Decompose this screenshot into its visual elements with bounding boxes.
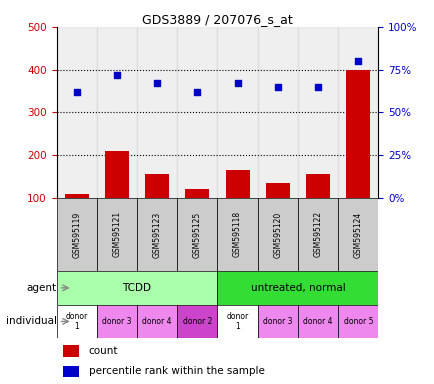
Text: donor 2: donor 2: [182, 317, 212, 326]
Bar: [297, 27, 338, 198]
Bar: [217, 27, 257, 198]
Bar: [297, 305, 338, 338]
Bar: [137, 27, 177, 198]
Point: [194, 89, 201, 95]
Bar: [177, 27, 217, 198]
Bar: [56, 271, 217, 305]
Point: [233, 80, 240, 86]
Bar: [145, 174, 169, 240]
Bar: [96, 198, 137, 271]
Text: donor 5: donor 5: [343, 317, 372, 326]
Text: agent: agent: [26, 283, 56, 293]
Point: [113, 72, 120, 78]
Bar: [137, 198, 177, 271]
Bar: [257, 305, 297, 338]
Bar: [63, 366, 79, 377]
Text: donor 3: donor 3: [102, 317, 132, 326]
Text: GSM595123: GSM595123: [152, 211, 161, 258]
Text: GSM595120: GSM595120: [273, 211, 282, 258]
Bar: [257, 27, 297, 198]
Bar: [105, 151, 128, 240]
Text: GSM595124: GSM595124: [353, 211, 362, 258]
Text: GSM595125: GSM595125: [192, 211, 201, 258]
Text: individual: individual: [6, 316, 56, 326]
Point: [73, 89, 80, 95]
Point: [314, 84, 321, 90]
Bar: [257, 198, 297, 271]
Bar: [338, 27, 378, 198]
Bar: [56, 198, 97, 271]
Bar: [297, 198, 338, 271]
Text: GSM595122: GSM595122: [313, 211, 322, 258]
Text: TCDD: TCDD: [122, 283, 151, 293]
Bar: [137, 305, 177, 338]
Title: GDS3889 / 207076_s_at: GDS3889 / 207076_s_at: [142, 13, 292, 26]
Text: percentile rank within the sample: percentile rank within the sample: [89, 366, 264, 376]
Text: GSM595119: GSM595119: [72, 211, 81, 258]
Bar: [345, 70, 369, 240]
Bar: [177, 305, 217, 338]
Bar: [338, 305, 378, 338]
Text: donor
1: donor 1: [226, 312, 248, 331]
Bar: [225, 170, 249, 240]
Text: untreated, normal: untreated, normal: [250, 283, 345, 293]
Text: GSM595118: GSM595118: [233, 211, 242, 258]
Bar: [56, 305, 97, 338]
Bar: [305, 174, 329, 240]
Bar: [177, 198, 217, 271]
Bar: [56, 27, 97, 198]
Bar: [96, 305, 137, 338]
Bar: [63, 345, 79, 356]
Bar: [217, 271, 378, 305]
Text: donor 3: donor 3: [263, 317, 292, 326]
Text: GSM595121: GSM595121: [112, 211, 121, 258]
Bar: [185, 189, 209, 240]
Text: donor
1: donor 1: [66, 312, 88, 331]
Point: [274, 84, 281, 90]
Bar: [217, 198, 257, 271]
Text: donor 4: donor 4: [302, 317, 332, 326]
Bar: [96, 27, 137, 198]
Text: donor 4: donor 4: [142, 317, 171, 326]
Point: [354, 58, 361, 64]
Bar: [265, 183, 289, 240]
Bar: [338, 198, 378, 271]
Bar: [65, 194, 89, 240]
Text: count: count: [89, 346, 118, 356]
Bar: [217, 305, 257, 338]
Point: [153, 80, 160, 86]
